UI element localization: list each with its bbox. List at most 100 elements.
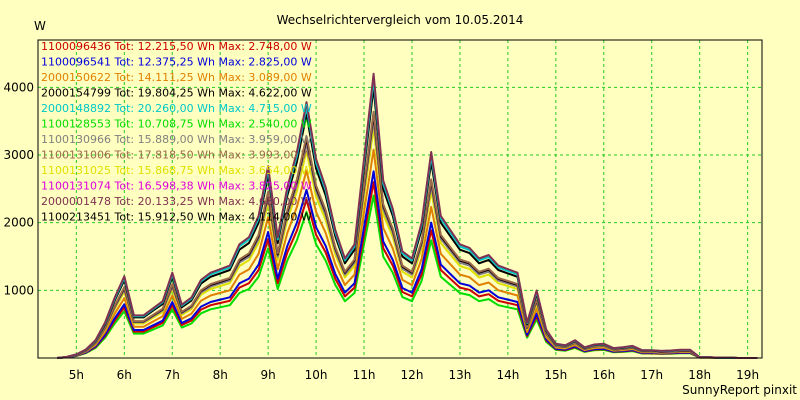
legend-max: 2.825,00 bbox=[248, 56, 297, 69]
legend-max-label: Max: bbox=[218, 118, 244, 131]
footer-label: SunnyReport pinxit bbox=[682, 383, 797, 397]
y-tick-label: 2000 bbox=[3, 216, 34, 230]
legend-entry: 2000148892 Tot: 20.260,00 Wh Max: 4.715,… bbox=[41, 102, 312, 115]
legend-wh-unit: Wh bbox=[197, 71, 215, 84]
legend-max: 2.748,00 bbox=[248, 40, 297, 53]
legend-max-label: Max: bbox=[218, 87, 244, 100]
legend-entry: 1100128553 Tot: 10.708,75 Wh Max: 2.540,… bbox=[41, 118, 312, 131]
legend-tot: 14.111,25 bbox=[138, 71, 194, 84]
legend-tot-label: Tot: bbox=[114, 149, 135, 162]
legend-id: 1100128553 bbox=[41, 118, 111, 131]
legend-max-label: Max: bbox=[218, 133, 244, 146]
plot-frame bbox=[37, 39, 763, 359]
legend-w-unit: W bbox=[301, 211, 312, 224]
legend-tot-label: Tot: bbox=[114, 180, 135, 193]
legend-id: 2000001478 bbox=[41, 195, 111, 208]
legend-tot: 15.912,50 bbox=[138, 211, 194, 224]
legend-tot: 15.868,75 bbox=[138, 164, 194, 177]
legend-w-unit: W bbox=[301, 180, 312, 193]
x-tick-label: 5h bbox=[69, 368, 84, 382]
legend-tot: 15.889,00 bbox=[138, 133, 194, 146]
x-tick-label: 15h bbox=[544, 368, 567, 382]
x-tick-label: 8h bbox=[213, 368, 228, 382]
x-tick-label: 19h bbox=[736, 368, 759, 382]
legend-entry: 1100096541 Tot: 12.375,25 Wh Max: 2.825,… bbox=[41, 56, 312, 69]
legend-max: 3.993,00 bbox=[248, 149, 297, 162]
legend-tot-label: Tot: bbox=[114, 102, 135, 115]
legend-entry: 2000154799 Tot: 19.804,25 Wh Max: 4.622,… bbox=[41, 87, 312, 100]
x-tick-label: 18h bbox=[688, 368, 711, 382]
y-tick-label: 4000 bbox=[3, 80, 34, 94]
legend-max-label: Max: bbox=[218, 149, 244, 162]
y-tick-label: 3000 bbox=[3, 148, 34, 162]
y-tick-label: 1000 bbox=[3, 283, 34, 297]
legend-w-unit: W bbox=[301, 164, 312, 177]
legend-tot: 12.375,25 bbox=[138, 56, 194, 69]
x-tick-label: 11h bbox=[353, 368, 376, 382]
legend-wh-unit: Wh bbox=[197, 149, 215, 162]
legend-id: 1100131074 bbox=[41, 180, 111, 193]
legend-entry: 1100131006 Tot: 17.818,50 Wh Max: 3.993,… bbox=[41, 149, 312, 162]
legend-id: 2000148892 bbox=[41, 102, 111, 115]
x-tick-label: 10h bbox=[305, 368, 328, 382]
legend-w-unit: W bbox=[301, 56, 312, 69]
series-line-2000001478 bbox=[57, 72, 758, 359]
legend-tot-label: Tot: bbox=[114, 71, 135, 84]
legend-id: 1100096541 bbox=[41, 56, 111, 69]
legend-wh-unit: Wh bbox=[197, 40, 215, 53]
legend-wh-unit: Wh bbox=[197, 87, 215, 100]
legend-w-unit: W bbox=[301, 149, 312, 162]
legend-id: 1100131006 bbox=[41, 149, 111, 162]
x-tick-label: 12h bbox=[401, 368, 424, 382]
legend-max: 4.680,00 bbox=[248, 195, 297, 208]
legend-tot-label: Tot: bbox=[114, 40, 135, 53]
legend-entry: 1100096436 Tot: 12.215,50 Wh Max: 2.748,… bbox=[41, 40, 312, 53]
legend-max-label: Max: bbox=[218, 102, 244, 115]
legend-tot-label: Tot: bbox=[114, 211, 135, 224]
legend-id: 2000150622 bbox=[41, 71, 111, 84]
legend-max-label: Max: bbox=[218, 40, 244, 53]
legend-entry: 1100130966 Tot: 15.889,00 Wh Max: 3.959,… bbox=[41, 133, 312, 146]
legend-tot: 19.804,25 bbox=[138, 87, 194, 100]
legend-max: 3.959,00 bbox=[248, 133, 297, 146]
legend-wh-unit: Wh bbox=[197, 180, 215, 193]
legend-id: 2000154799 bbox=[41, 87, 111, 100]
x-tick-label: 17h bbox=[640, 368, 663, 382]
legend-wh-unit: Wh bbox=[197, 133, 215, 146]
legend-max: 4.622,00 bbox=[248, 87, 297, 100]
legend-wh-unit: Wh bbox=[197, 56, 215, 69]
legend-max: 4.715,00 bbox=[248, 102, 297, 115]
legend-wh-unit: Wh bbox=[197, 164, 215, 177]
legend-tot: 10.708,75 bbox=[138, 118, 194, 131]
legend-w-unit: W bbox=[301, 133, 312, 146]
x-tick-label: 13h bbox=[448, 368, 471, 382]
legend-tot-label: Tot: bbox=[114, 164, 135, 177]
chart-title: Wechselrichtervergleich vom 10.05.2014 bbox=[277, 13, 524, 27]
legend-entry: 2000001478 Tot: 20.133,25 Wh Max: 4.680,… bbox=[41, 195, 312, 208]
legend-max-label: Max: bbox=[218, 71, 244, 84]
x-tick-label: 7h bbox=[165, 368, 180, 382]
legend-wh-unit: Wh bbox=[197, 211, 215, 224]
x-tick-label: 14h bbox=[496, 368, 519, 382]
legend-tot-label: Tot: bbox=[114, 133, 135, 146]
legend: 1100096436 Tot: 12.215,50 Wh Max: 2.748,… bbox=[41, 40, 312, 224]
legend-wh-unit: Wh bbox=[197, 102, 215, 115]
legend-entry: 1100131025 Tot: 15.868,75 Wh Max: 3.654,… bbox=[41, 164, 312, 177]
legend-entry: 2000150622 Tot: 14.111,25 Wh Max: 3.089,… bbox=[41, 71, 312, 84]
legend-max: 2.540,00 bbox=[248, 118, 297, 131]
legend-max: 3.089,00 bbox=[248, 71, 297, 84]
legend-w-unit: W bbox=[301, 195, 312, 208]
legend-max-label: Max: bbox=[218, 180, 244, 193]
legend-id: 1100096436 bbox=[41, 40, 111, 53]
legend-max: 4.114,00 bbox=[248, 211, 297, 224]
legend-entry: 1100131074 Tot: 16.598,38 Wh Max: 3.825,… bbox=[41, 180, 312, 193]
x-tick-label: 16h bbox=[592, 368, 615, 382]
legend-tot: 20.260,00 bbox=[138, 102, 194, 115]
legend-tot-label: Tot: bbox=[114, 118, 135, 131]
x-tick-label: 9h bbox=[261, 368, 276, 382]
legend-max-label: Max: bbox=[218, 195, 244, 208]
legend-max-label: Max: bbox=[218, 211, 244, 224]
legend-id: 1100213451 bbox=[41, 211, 111, 224]
